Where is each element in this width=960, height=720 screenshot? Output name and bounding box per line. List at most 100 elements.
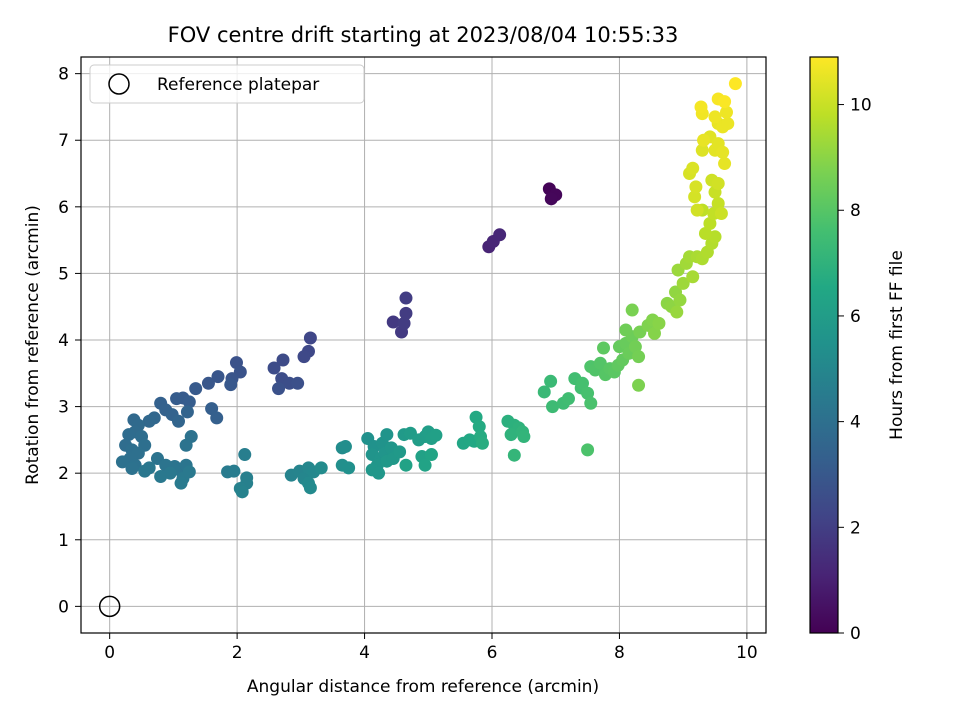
scatter-point (561, 392, 575, 406)
y-tick-label: 2 (58, 464, 69, 484)
colorbar-gradient (809, 56, 839, 634)
scatter-point (544, 374, 558, 388)
scatter-point (224, 378, 238, 392)
legend-box (89, 64, 365, 104)
scatter-point (507, 448, 521, 462)
y-tick-label: 3 (58, 398, 69, 418)
y-axis-label: Rotation from reference (arcmin) (23, 205, 43, 485)
scatter-point (632, 378, 646, 392)
scatter-point (676, 276, 690, 290)
x-tick-label: 2 (232, 643, 243, 663)
y-tick-label: 1 (58, 531, 69, 551)
scatter-point (493, 228, 507, 242)
scatter-point (267, 361, 281, 375)
colorbar-label: Hours from first FF file (887, 250, 907, 440)
colorbar-tick-label: 6 (850, 307, 861, 327)
scatter-point (142, 414, 156, 428)
scatter-point (399, 306, 413, 320)
scatter-point (399, 458, 413, 472)
scatter-point (154, 470, 168, 484)
scatter-point (424, 448, 438, 462)
scatter-point (597, 341, 611, 355)
scatter-point (418, 458, 432, 472)
colorbar-tick-label: 10 (850, 96, 872, 116)
scatter-point (211, 370, 225, 384)
grid (81, 57, 766, 633)
scatter-point (686, 270, 700, 284)
scatter-point (628, 340, 642, 354)
scatter-point (670, 305, 684, 319)
scatter-point (689, 180, 703, 194)
scatter-point (584, 396, 598, 410)
x-tick-label: 0 (104, 643, 115, 663)
scatter-point (593, 356, 607, 370)
colorbar-ticks: 0 2 4 6 8 10 (838, 96, 872, 644)
y-axis-ticks: 0 1 2 3 4 5 6 7 8 (58, 65, 81, 617)
scatter-point (647, 326, 661, 340)
scatter-point (625, 303, 639, 317)
scatter-point (716, 145, 730, 159)
scatter-point (227, 464, 241, 478)
scatter-point (719, 105, 733, 119)
scatter-point (180, 405, 194, 419)
scatter-point (673, 293, 687, 307)
colorbar: 0 2 4 6 8 10 Hours from first FF file (809, 56, 907, 644)
y-tick-label: 5 (58, 264, 69, 284)
scatter-point (688, 190, 702, 204)
scatter-point (697, 133, 711, 147)
scatter-point (393, 445, 407, 459)
scatter-point (272, 382, 286, 396)
scatter-point (179, 438, 193, 452)
plot-frame (80, 56, 767, 634)
x-tick-label: 4 (359, 643, 370, 663)
scatter-point (291, 376, 305, 390)
scatter-point (189, 382, 203, 396)
scatter-point (475, 436, 489, 450)
scatter-point (125, 462, 139, 476)
scatter-point (718, 95, 732, 109)
scatter-point (342, 461, 356, 475)
scatter-point (546, 400, 560, 414)
scatter-point (581, 443, 595, 457)
scatter-point (703, 216, 717, 230)
scatter-point (122, 428, 136, 442)
x-tick-label: 8 (614, 643, 625, 663)
scatter-point (544, 192, 558, 206)
scatter-point (711, 196, 725, 210)
scatter-point (728, 77, 742, 91)
scatter-point (686, 161, 700, 175)
scatter-point (399, 291, 413, 305)
scatter-point (694, 100, 708, 114)
scatter-point (182, 465, 196, 479)
scatter-point (238, 448, 252, 462)
y-tick-label: 7 (58, 131, 69, 151)
reference-point-marker (98, 595, 121, 618)
scatter-point (472, 420, 486, 434)
x-tick-label: 6 (487, 643, 498, 663)
scatter-point (652, 316, 666, 330)
scatter-point (338, 440, 352, 454)
scatter-point (695, 143, 709, 157)
y-tick-label: 0 (58, 597, 69, 617)
scatter-point (235, 485, 249, 499)
scatter-point (372, 466, 386, 480)
scatter-point (721, 117, 735, 131)
scatter-point (386, 315, 400, 329)
scatter-point (537, 385, 551, 399)
colorbar-tick-label: 4 (850, 413, 861, 433)
colorbar-tick-label: 8 (850, 201, 861, 221)
scatter-point (303, 331, 317, 345)
scatter-point (210, 411, 224, 425)
scatter-point (138, 464, 152, 478)
scatter-point (115, 455, 129, 469)
colorbar-tick-label: 2 (850, 518, 861, 538)
scatter-point (170, 392, 184, 406)
scatter-point (429, 428, 443, 442)
scatter-point (698, 226, 712, 240)
scatter-point (690, 203, 704, 217)
scatter-point (314, 461, 328, 475)
x-axis-ticks: 0 2 4 6 8 10 (104, 633, 758, 663)
scatter-point (182, 395, 196, 409)
scatter-point (619, 323, 633, 337)
